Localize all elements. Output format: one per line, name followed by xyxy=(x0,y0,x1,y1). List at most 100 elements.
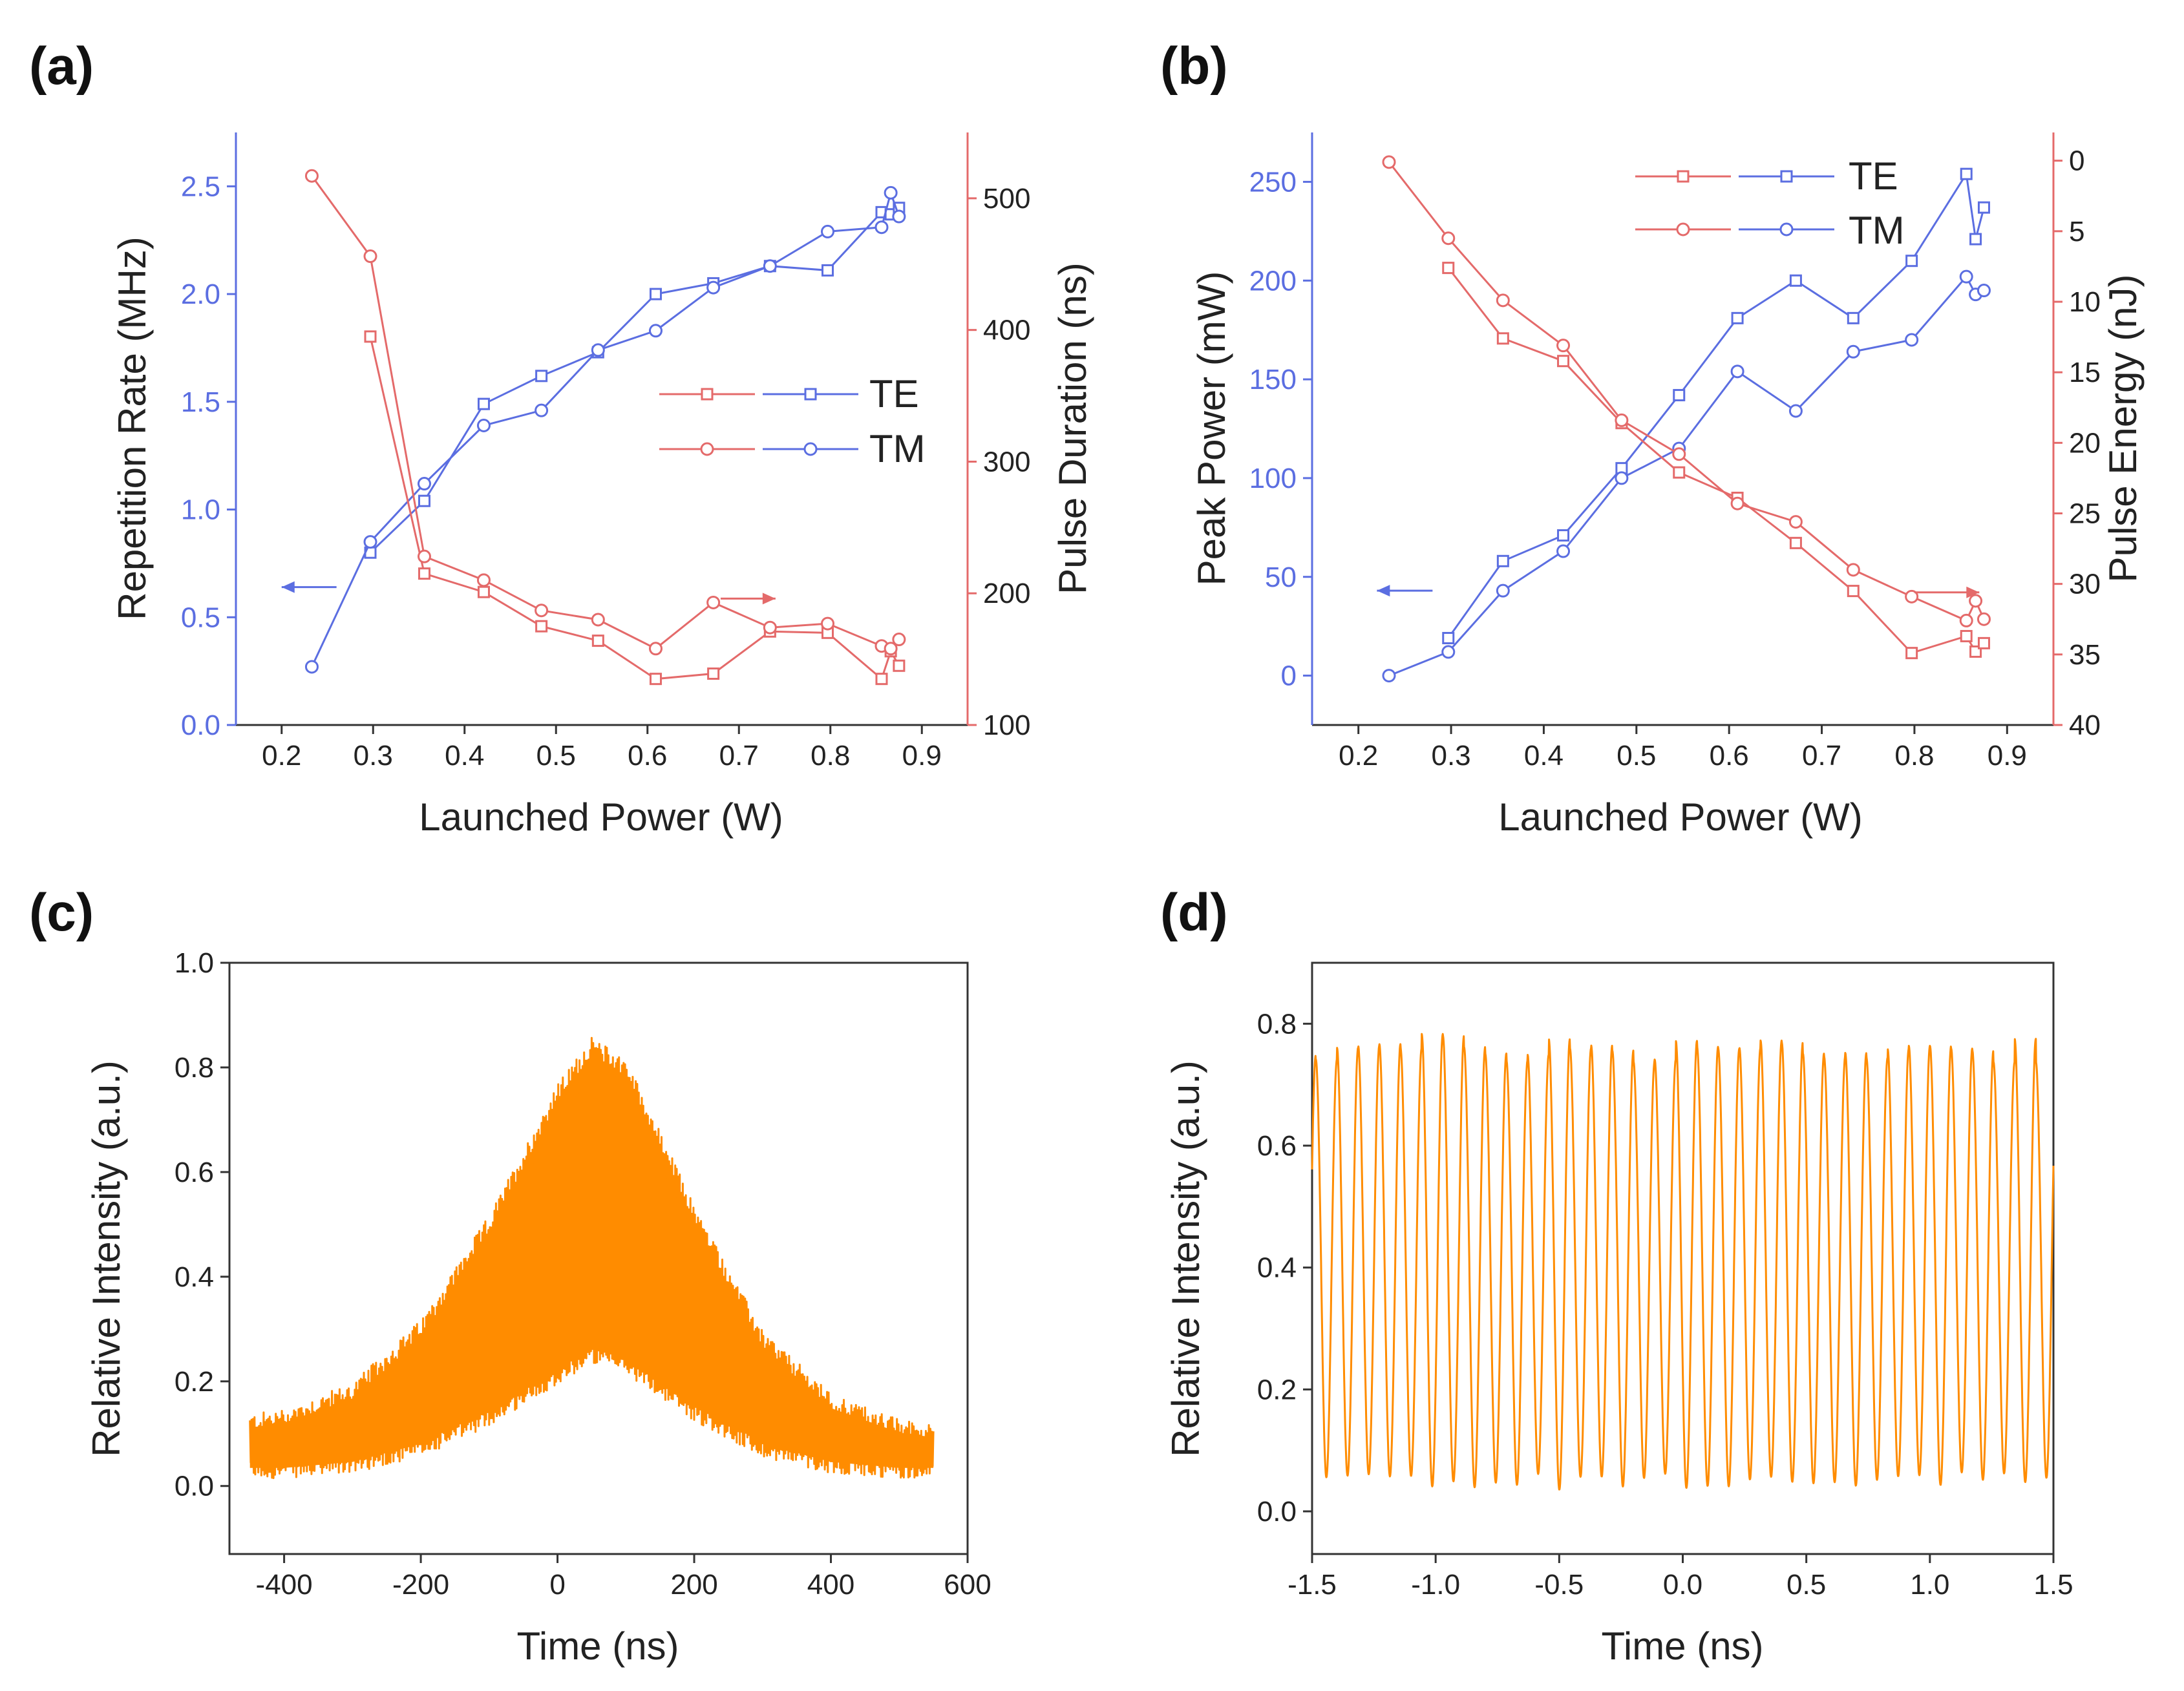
panel-a-series-3-line xyxy=(311,175,900,650)
panel-b-label: (b) xyxy=(1160,37,1228,96)
panel-b-series-3-point-6 xyxy=(1730,496,1744,510)
panel-b-legend-1-red-marker xyxy=(1676,222,1690,236)
panel-b-ylabel-right: Pulse Energy (nJ) xyxy=(2101,275,2145,583)
panel-b-series-1-point-3 xyxy=(1556,544,1571,558)
panel-a-series-3-point-8 xyxy=(763,620,777,635)
panel-b-series-0-point-8 xyxy=(1905,255,1918,268)
panel-d-xtick-label-1: -1.0 xyxy=(1411,1569,1460,1601)
panel-c-trace xyxy=(249,1036,935,1479)
panel-b: (b) Peak Power (mW) Pulse Energy (nJ) La… xyxy=(1160,37,2145,839)
panel-c-fill xyxy=(249,1077,934,1468)
panel-a-series-1-point-3 xyxy=(476,418,491,432)
panel-b-series-0-point-0 xyxy=(1442,632,1455,645)
panel-b-legend-0-red-marker xyxy=(1677,170,1690,183)
panel-a-xtick-label-0: 0.2 xyxy=(262,740,301,772)
panel-a-xtick-label-2: 0.4 xyxy=(445,740,484,772)
panel-a-xtick-label-6: 0.8 xyxy=(811,740,850,772)
panel-b-series-3-point-4 xyxy=(1615,413,1629,427)
panel-a-series-1-line xyxy=(311,189,900,667)
panel-a-label: (a) xyxy=(29,37,94,96)
panel-c-ytick-label-1: 0.2 xyxy=(175,1366,214,1398)
panel-b-ytick-left-label-2: 100 xyxy=(1249,463,1297,494)
panel-a-series-0-point-5 xyxy=(649,288,662,300)
panel-b-legend-tm: TM xyxy=(1849,209,1905,252)
panel-d-ylabel: Relative Intensity (a.u.) xyxy=(1164,1060,1207,1457)
panel-b-legend-0-blue-marker xyxy=(1780,170,1793,183)
panel-a-series-3-point-3 xyxy=(476,573,491,587)
panel-c-xtick-label-0: -400 xyxy=(256,1569,313,1601)
panel-a-xtick-label-7: 0.9 xyxy=(902,740,942,772)
panel-a-series-2-point-9 xyxy=(875,673,888,686)
panel-a-series-1-point-1 xyxy=(363,535,377,549)
panel-a-series-0-point-2 xyxy=(477,397,490,410)
panel-a-series-1-point-2 xyxy=(417,477,431,491)
panel-b-series-1-point-8 xyxy=(1846,344,1860,359)
panel-a-series-0-point-8 xyxy=(822,264,834,277)
panel-b-ytick-left-label-0: 0 xyxy=(1281,660,1297,692)
panel-a-series-2-point-3 xyxy=(535,620,548,633)
panel-c-frame xyxy=(228,961,969,1555)
panel-a-series-1-point-7 xyxy=(706,280,721,295)
panel-b-series-2-line xyxy=(1447,267,1985,655)
panel-c-ytick-label-5: 1.0 xyxy=(175,947,214,979)
panel-b-ytick-right-label-0: 0 xyxy=(2069,145,2084,177)
panel-a-series-0-point-1 xyxy=(418,494,430,507)
panel-b-series-1-point-10 xyxy=(1959,269,1973,284)
panel-b-arrow-1-head xyxy=(1966,586,1980,598)
panel-a-ytick-right-label-1: 200 xyxy=(983,578,1030,609)
panel-b-series-0-point-7 xyxy=(1847,311,1860,324)
panel-a-series-3-point-11 xyxy=(884,642,898,656)
panel-b-ytick-right-label-7: 35 xyxy=(2069,639,2101,671)
panel-d: (d) Relative Intensity (a.u.) Time (ns) … xyxy=(1160,883,2073,1668)
panel-b-xtick-label-4: 0.6 xyxy=(1710,740,1749,772)
panel-b-series-1-point-12 xyxy=(1977,284,1991,298)
panel-c-xtick-label-1: -200 xyxy=(392,1569,449,1601)
panel-b-series-0-point-6 xyxy=(1789,274,1802,287)
panel-b-xtick-label-1: 0.3 xyxy=(1431,740,1470,772)
panel-b-series-2-point-0 xyxy=(1442,262,1455,275)
panel-a-legend-1-red-marker xyxy=(700,442,714,456)
panel-b-series-3-point-12 xyxy=(1977,612,1991,626)
panel-b-series-3-point-7 xyxy=(1788,515,1803,529)
panel-a-legend-0-blue-marker xyxy=(804,388,817,401)
panel-a-ylabel-right: Pulse Duration (ns) xyxy=(1051,262,1094,594)
panel-b-series-2-point-9 xyxy=(1960,629,1973,642)
panel-b-series-0-point-11 xyxy=(1977,201,1990,214)
panel-b-series-0-point-1 xyxy=(1496,554,1509,567)
panel-a-series-2-point-1 xyxy=(418,567,430,580)
panel-b-ytick-left-label-3: 150 xyxy=(1249,364,1297,395)
panel-b-ytick-right-label-1: 5 xyxy=(2069,216,2084,247)
panel-b-arrow-0-head xyxy=(1377,585,1390,597)
panel-b-xtick-label-7: 0.9 xyxy=(1988,740,2027,772)
panel-a-series-0-line xyxy=(369,207,900,554)
panel-c-ytick-label-3: 0.6 xyxy=(175,1157,214,1188)
panel-d-xtick-label-2: -0.5 xyxy=(1534,1569,1584,1601)
panel-b-series-0-point-10 xyxy=(1969,233,1982,246)
panel-d-xtick-label-5: 1.0 xyxy=(1910,1569,1949,1601)
panel-a-series-3-point-9 xyxy=(821,616,835,631)
panel-c-xtick-label-2: 0 xyxy=(549,1569,565,1601)
panel-c-xtick-label-3: 200 xyxy=(670,1569,717,1601)
panel-a-xtick-label-1: 0.3 xyxy=(354,740,393,772)
panel-c-xlabel: Time (ns) xyxy=(516,1624,679,1668)
panel-b-ytick-left-label-1: 50 xyxy=(1265,562,1297,593)
panel-b-xtick-label-5: 0.7 xyxy=(1802,740,1841,772)
panel-a-legend-tm: TM xyxy=(869,427,926,470)
panel-d-xtick-label-3: 0.0 xyxy=(1663,1569,1702,1601)
panel-a-series-3-point-2 xyxy=(417,549,431,563)
panel-b-series-2-point-2 xyxy=(1557,355,1570,368)
panel-b-series-1-point-1 xyxy=(1441,645,1456,659)
panel-d-label: (d) xyxy=(1160,883,1228,942)
panel-b-series-2-point-11 xyxy=(1977,636,1990,649)
panel-b-series-2-point-7 xyxy=(1847,585,1860,598)
panel-c-xtick-label-4: 400 xyxy=(807,1569,854,1601)
panel-a-series-2-point-11 xyxy=(893,659,906,672)
panel-a-series-1-point-10 xyxy=(875,220,889,235)
panel-b-series-0-point-2 xyxy=(1557,529,1570,542)
panel-a-series-3-point-1 xyxy=(363,249,377,264)
panel-b-series-3-point-10 xyxy=(1959,613,1973,627)
panel-b-series-1-point-6 xyxy=(1730,364,1744,379)
panel-a-series-1-point-4 xyxy=(535,403,549,417)
panel-a-ytick-right-label-0: 100 xyxy=(983,709,1030,741)
